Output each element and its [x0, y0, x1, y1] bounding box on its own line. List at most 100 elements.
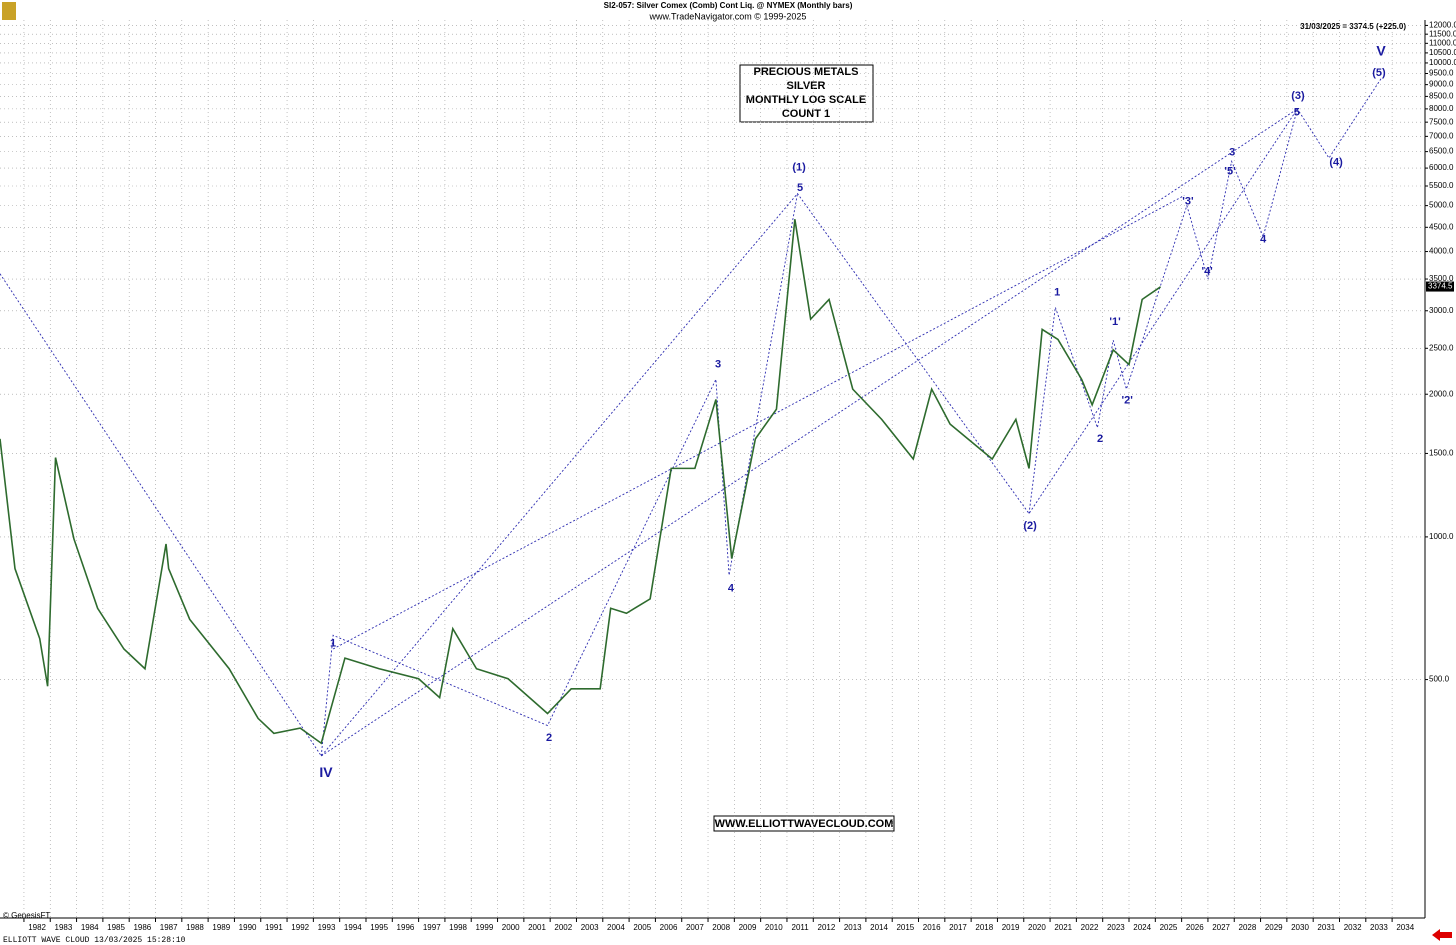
x-tick-label: 1994	[344, 923, 362, 932]
last-price-box	[1426, 281, 1454, 292]
y-tick-label: 11500.0	[1429, 29, 1456, 38]
wave-label: IV	[319, 764, 333, 780]
y-tick-label: 5000.0	[1429, 201, 1454, 210]
x-tick-label: 1989	[212, 923, 230, 932]
x-tick-label: 2014	[870, 923, 888, 932]
website-frame	[713, 815, 895, 832]
logo	[2, 2, 16, 20]
wave-label: 4	[728, 582, 735, 594]
wave-label: '2'	[1121, 394, 1133, 406]
x-tick-label: 2023	[1107, 923, 1125, 932]
wave-label: 3	[715, 358, 721, 370]
x-tick-label: 1991	[265, 923, 283, 932]
wave-label: 5	[1294, 107, 1300, 119]
y-tick-label: 6000.0	[1429, 163, 1454, 172]
info-line: MONTHLY LOG SCALE	[746, 94, 866, 106]
x-tick-label: 2021	[1054, 923, 1072, 932]
x-tick-label: 2032	[1344, 923, 1362, 932]
x-tick-label: 1996	[397, 923, 415, 932]
last-quote: 31/03/2025 = 3374.5 (+225.0)	[1300, 22, 1406, 31]
wave-label: 1	[330, 637, 336, 649]
x-tick-label: 1993	[318, 923, 336, 932]
x-tick-label: 1982	[28, 923, 46, 932]
y-tick-label: 10000.0	[1429, 58, 1456, 67]
info-box-frame	[739, 64, 874, 123]
y-tick-label: 8000.0	[1429, 104, 1454, 113]
y-tick-label: 5500.0	[1429, 181, 1454, 190]
wave-label: '3'	[1182, 195, 1194, 207]
x-tick-label: 2007	[686, 923, 704, 932]
x-tick-label: 2001	[528, 923, 546, 932]
x-tick-label: 2019	[1002, 923, 1020, 932]
wave-label: (4)	[1329, 157, 1343, 169]
wave-path	[321, 108, 1298, 757]
x-tick-label: 1990	[239, 923, 257, 932]
x-tick-label: 2033	[1370, 923, 1388, 932]
y-tick-label: 7500.0	[1429, 117, 1454, 126]
y-tick-label: 10500.0	[1429, 48, 1456, 57]
x-tick-label: 2009	[739, 923, 757, 932]
x-tick-label: 2025	[1160, 923, 1178, 932]
y-tick-label: 11000.0	[1429, 38, 1456, 47]
y-tick-label: 12000.0	[1429, 21, 1456, 30]
wave-label: 2	[1097, 433, 1103, 445]
x-tick-label: 1985	[107, 923, 125, 932]
x-tick-label: 2000	[502, 923, 520, 932]
x-tick-label: 2008	[712, 923, 730, 932]
x-tick-label: 2005	[633, 923, 651, 932]
x-tick-label: 2029	[1265, 923, 1283, 932]
y-tick-label: 7000.0	[1429, 131, 1454, 140]
info-box: PRECIOUS METALS SILVER MONTHLY LOG SCALE…	[739, 64, 874, 123]
x-tick-label: 2006	[660, 923, 678, 932]
footer: ELLIOTT WAVE CLOUD 13/03/2025 15:28:10	[3, 936, 186, 945]
wave-label: (5)	[1372, 67, 1386, 79]
y-tick-label: 8500.0	[1429, 92, 1454, 101]
x-tick-label: 1995	[370, 923, 388, 932]
header: SI2-057: Silver Comex (Comb) Cont Liq. @…	[604, 1, 1407, 31]
wave-label: 5	[797, 182, 803, 194]
y-tick-label: 4000.0	[1429, 247, 1454, 256]
x-tick-label: 2026	[1186, 923, 1204, 932]
x-tick-label: 2031	[1317, 923, 1335, 932]
y-tick-label: 9500.0	[1429, 69, 1454, 78]
nav-arrow	[1432, 929, 1452, 941]
y-tick-label: 3000.0	[1429, 306, 1454, 315]
wave-path	[0, 77, 1382, 757]
wave-label: (3)	[1291, 90, 1305, 102]
x-tick-label: 1997	[423, 923, 441, 932]
x-tick-label: 2020	[1028, 923, 1046, 932]
wave-label: '5'	[1224, 165, 1236, 177]
x-tick-label: 2002	[554, 923, 572, 932]
website: WWW.ELLIOTTWAVECLOUD.COM	[715, 818, 894, 830]
wave-label: 1	[1054, 286, 1060, 298]
x-tick-label: 2028	[1239, 923, 1257, 932]
info-line: COUNT 1	[782, 108, 830, 120]
x-tick-label: 2003	[581, 923, 599, 932]
x-tick-label: 1999	[475, 923, 493, 932]
x-tick-label: 2027	[1212, 923, 1230, 932]
y-tick-label: 9000.0	[1429, 80, 1454, 89]
x-tick-label: 2010	[765, 923, 783, 932]
wave-path	[320, 193, 798, 756]
wave-label: '1'	[1109, 316, 1121, 328]
x-tick-label: 2030	[1291, 923, 1309, 932]
wave-path	[332, 195, 1185, 650]
last-price-label: 3374.5	[1428, 282, 1453, 291]
source: www.TradeNavigator.com © 1999-2025	[649, 11, 807, 21]
x-tick-label: 2024	[1133, 923, 1151, 932]
x-tick-label: 1988	[186, 923, 204, 932]
plot: 1982 1983 1984 1985 1986 1987 1988 1989 1990 1991…	[0, 20, 1456, 932]
x-tick-label: 1984	[81, 923, 99, 932]
x-tick-label: 1983	[55, 923, 73, 932]
wave-label: V	[1376, 43, 1386, 59]
x-tick-label: 2034	[1396, 923, 1414, 932]
wave-path	[1028, 108, 1298, 514]
wave-label: 4	[1260, 233, 1267, 245]
x-tick-label: 2016	[923, 923, 941, 932]
x-tick-label: 2022	[1081, 923, 1099, 932]
wave-label: 3	[1229, 146, 1235, 158]
y-tick-label: 4500.0	[1429, 222, 1454, 231]
x-tick-label: 2004	[607, 923, 625, 932]
y-tick-label: 2000.0	[1429, 389, 1454, 398]
y-tick-label: 3500.0	[1429, 274, 1454, 283]
